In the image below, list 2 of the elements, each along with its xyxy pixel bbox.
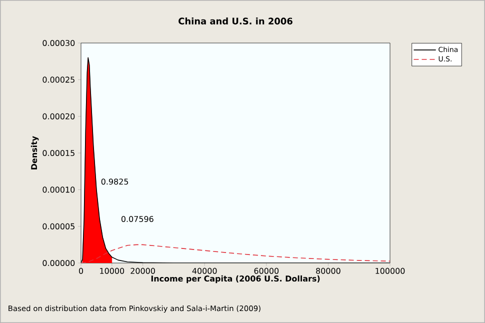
chart-title: China and U.S. in 2006 [178, 18, 292, 24]
line-series [81, 244, 390, 263]
